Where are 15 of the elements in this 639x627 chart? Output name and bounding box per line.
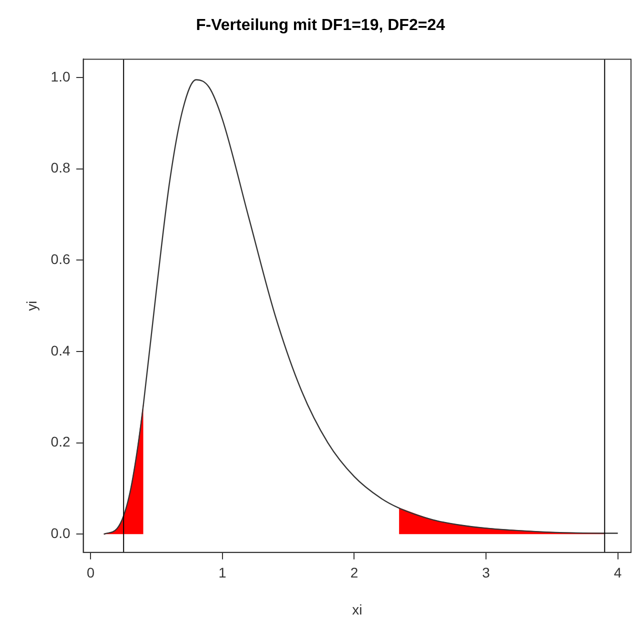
x-tick-label: 3 (482, 564, 490, 581)
x-tick-label: 1 (218, 564, 227, 581)
line-series (103, 79, 618, 535)
y-tick-label: 0.2 (50, 434, 70, 450)
y-tick-label: 0.6 (50, 250, 70, 267)
chart-title: F-Verteilung mit DF1=19, DF2=24 (196, 17, 446, 34)
y-tick-label: 0.0 (50, 524, 70, 541)
y-axis-title: yi (23, 300, 40, 311)
x-tick-label: 2 (350, 564, 358, 581)
x-tick-label: 0 (86, 564, 95, 581)
y-tick-label: 0.8 (50, 160, 70, 176)
y-tick-label: 1.0 (50, 68, 70, 84)
y-tick-label: 0.4 (50, 342, 70, 358)
x-tick-label: 4 (614, 564, 622, 581)
x-axis-title: xi (352, 601, 362, 618)
